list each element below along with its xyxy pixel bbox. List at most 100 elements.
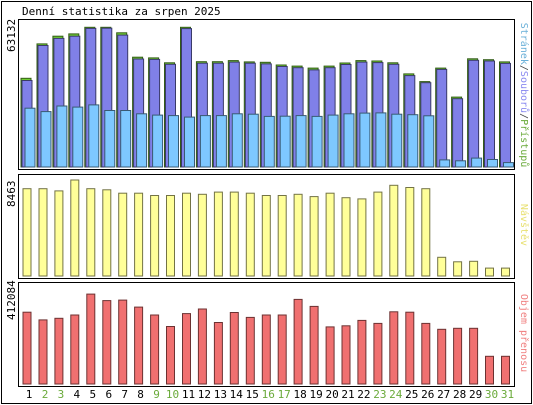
hits-bar-str-nek-day-17 [279,115,291,168]
x-tick-label: 15 [246,388,259,401]
traffic-bar-objem-p-enosu-day-22 [357,319,367,385]
visits-bar-n-v-t-v-day-27 [437,256,447,277]
x-tick-label: 12 [198,388,211,401]
visits-bar-n-v-t-v-day-12 [197,193,207,277]
visits-bar-n-v-t-v-day-17 [277,195,287,277]
x-tick-label: 3 [58,388,65,401]
visits-side-label-part: Návštěv [518,204,530,246]
hits-bar-str-nek-day-31 [503,162,514,168]
x-tick-label: 16 [262,388,275,401]
hits-bar-str-nek-day-26 [423,115,435,168]
hits-bar-soubor--day-29 [468,59,480,168]
hits-bar-str-nek-day-2 [40,111,52,168]
traffic-bar-objem-p-enosu-day-24 [389,311,399,385]
side-labels: Stránek/Souborů/Přístupů Návštěv Objem pře… [518,23,530,372]
traffic-bar-objem-p-enosu-day-1 [22,311,32,385]
traffic-bar-objem-p-enosu-day-9 [150,314,160,385]
x-tick-label: 24 [389,388,403,401]
x-tick-label: 10 [166,388,179,401]
hits-bar-str-nek-day-20 [327,114,339,168]
x-tick-label: 13 [214,388,227,401]
hits-bar-str-nek-day-7 [120,110,132,168]
hits-side-label-part: Přístupů [518,119,530,167]
x-tick-label: 2 [42,388,49,401]
traffic-bar-objem-p-enosu-day-14 [229,312,239,385]
traffic-bar-objem-p-enosu-day-15 [245,316,255,385]
visits-bar-n-v-t-v-day-4 [70,179,80,277]
hits-bar-str-nek-day-13 [215,115,227,168]
hits-bar-str-nek-day-8 [136,113,148,168]
x-tick-label: 23 [373,388,386,401]
hits-bar-str-nek-day-16 [263,115,275,168]
x-tick-label: 21 [341,388,354,401]
visits-bar-n-v-t-v-day-8 [134,192,144,277]
visits-bar-n-v-t-v-day-5 [86,188,96,277]
hits-bar-str-nek-day-1 [24,107,36,168]
hits-bar-soubor--day-31 [500,62,511,168]
hits-bar-str-nek-day-14 [231,113,243,168]
traffic-bar-objem-p-enosu-day-20 [325,326,335,385]
traffic-bar-objem-p-enosu-day-4 [70,314,80,385]
visits-bar-n-v-t-v-day-6 [102,189,112,277]
hits-bar-str-nek-day-19 [311,115,323,168]
traffic-bar-objem-p-enosu-day-25 [405,311,415,385]
traffic-max-label: 412084 [5,280,18,320]
visits-bar-n-v-t-v-day-20 [325,192,335,277]
hits-bar-str-nek-day-30 [487,159,498,168]
bars-layer [20,26,514,385]
visits-bar-n-v-t-v-day-22 [357,198,367,277]
x-tick-label: 30 [485,388,498,401]
traffic-bar-objem-p-enosu-day-29 [469,327,479,385]
visits-bar-n-v-t-v-day-28 [453,261,463,277]
traffic-bar-objem-p-enosu-day-28 [453,327,463,385]
visits-bar-n-v-t-v-day-30 [485,267,494,277]
visits-bar-n-v-t-v-day-1 [22,188,32,277]
x-tick-label: 11 [182,388,195,401]
traffic-bar-objem-p-enosu-day-30 [485,355,494,385]
traffic-bar-objem-p-enosu-day-12 [197,308,207,385]
visits-bar-n-v-t-v-day-16 [261,195,271,277]
visits-side-label: Návštěv [518,204,530,246]
visits-bar-n-v-t-v-day-24 [389,184,399,277]
visits-bar-n-v-t-v-day-15 [245,192,255,277]
x-tick-label: 31 [501,388,514,401]
visits-bar-n-v-t-v-day-23 [373,191,383,277]
visits-bar-n-v-t-v-day-2 [38,188,48,277]
x-tick-label: 7 [121,388,128,401]
x-tick-label: 6 [105,388,112,401]
hits-bar-soubor--day-30 [484,60,495,168]
traffic-side-label: Objem přenosu [518,294,530,372]
hits-bar-str-nek-day-24 [391,113,403,168]
visits-bar-n-v-t-v-day-18 [293,193,303,277]
hits-bar-str-nek-day-29 [471,157,483,168]
hits-side-label: Stránek/Souborů/Přístupů [518,23,530,168]
x-tick-label: 5 [89,388,96,401]
visits-max-label: 8463 [5,181,18,208]
hits-bar-str-nek-day-6 [104,110,116,168]
hits-bar-soubor--day-27 [436,68,448,168]
hits-bar-str-nek-day-28 [455,160,467,168]
hits-max-label: 63132 [5,19,18,52]
traffic-bar-objem-p-enosu-day-11 [182,313,191,385]
traffic-bar-objem-p-enosu-day-13 [213,322,223,385]
visits-bar-n-v-t-v-day-31 [501,267,510,277]
traffic-bar-objem-p-enosu-day-10 [166,326,175,385]
hits-bar-str-nek-day-18 [295,115,307,168]
hits-bar-str-nek-day-10 [168,115,179,168]
traffic-bar-objem-p-enosu-day-8 [134,306,144,385]
x-tick-label: 4 [73,388,80,401]
visits-bar-n-v-t-v-day-9 [150,195,160,277]
traffic-side-label-part: Objem přenosu [518,294,530,372]
traffic-bar-objem-p-enosu-day-5 [86,293,96,385]
hits-side-label-part: / [518,113,529,119]
hits-side-label-part: Souborů [518,71,530,113]
hits-bar-str-nek-day-5 [88,104,100,168]
x-tick-label: 18 [293,388,306,401]
x-tick-label: 14 [230,388,244,401]
traffic-bar-objem-p-enosu-day-17 [277,314,287,385]
hits-bar-str-nek-day-22 [359,112,371,168]
hits-bar-str-nek-day-12 [199,115,211,168]
hits-bar-str-nek-day-4 [72,106,84,168]
